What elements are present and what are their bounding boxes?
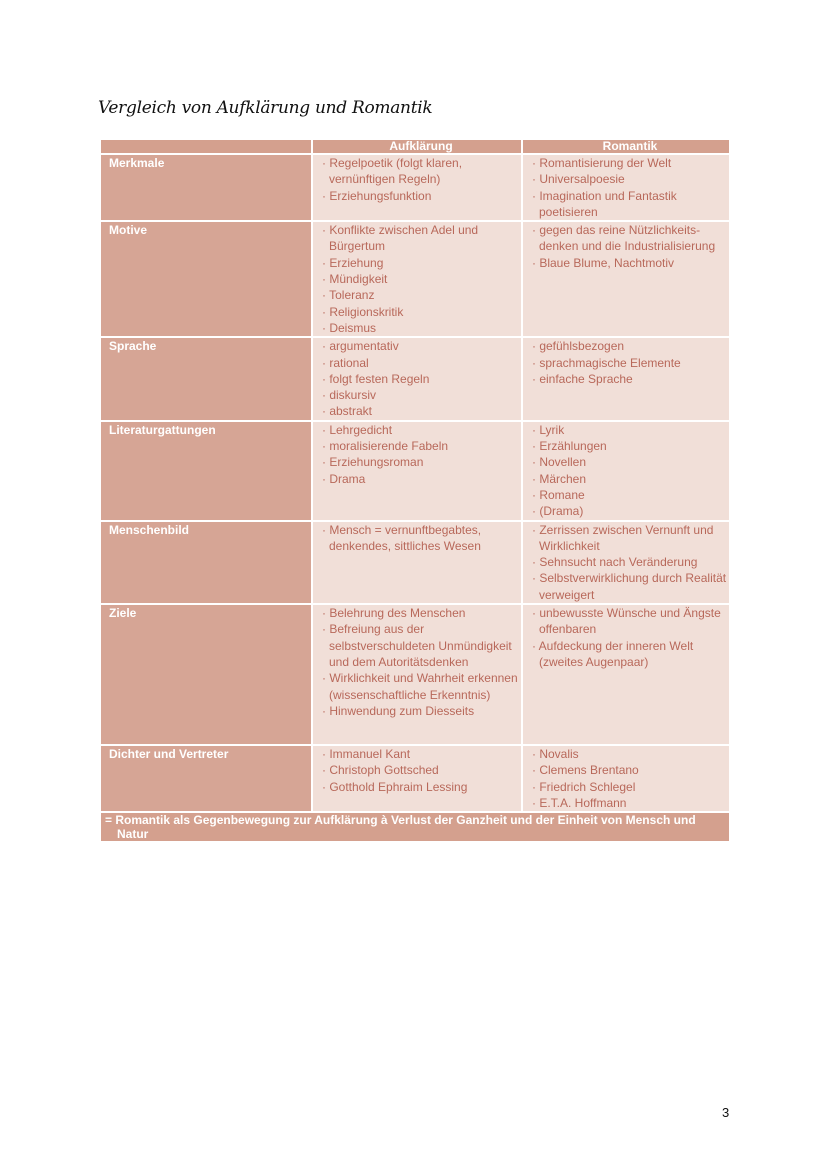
list-item: · E.T.A. Hoffmann: [532, 795, 627, 810]
table-header-row: Aufklärung Romantik: [99, 138, 731, 155]
aufklaerung-cell: · Mensch = vernunftbegabtes, denkendes, …: [311, 519, 523, 606]
list-item: · Toleranz: [322, 288, 375, 303]
list-item: · Universalpoesie: [532, 172, 625, 187]
aufklaerung-cell: · Belehrung des Menschen · Befreiung aus …: [311, 603, 523, 747]
list-item: · unbewusste Wünsche und Ängste offenbar…: [532, 606, 721, 637]
list-item: · Immanuel Kant: [322, 747, 411, 762]
list-item: · Religionskritik: [322, 304, 404, 319]
list-item: · Befreiung aus der selbstverschuldeten …: [322, 622, 512, 669]
list-item: · Romantisierung der Welt: [532, 156, 672, 170]
list-item: · Selbstverwirklichung durch Realität ve…: [532, 571, 727, 602]
list-item: · Aufdeckung der inneren Welt (zweites A…: [532, 638, 694, 669]
aufklaerung-cell: · Immanuel Kant · Christoph Gottsched · Go…: [311, 744, 523, 814]
list-item: · sprachmagische Elemente: [532, 355, 681, 370]
list-item: · Deismus: [322, 320, 377, 335]
page-number: 3: [722, 1105, 730, 1120]
row-label: Merkmale: [99, 152, 313, 223]
romantik-cell: · Novalis · Clemens Brentano · Friedrich S…: [521, 744, 731, 814]
aufklaerung-cell: · Regelpoetik (folgt klaren, vernünftige…: [311, 152, 523, 223]
row-label: Dichter und Vertreter: [99, 744, 313, 814]
list-item: · Romane: [532, 487, 585, 502]
list-item: · Christoph Gottsched: [322, 763, 439, 778]
summary-row: = Romantik als Gegenbewegung zur Aufklär…: [99, 811, 731, 844]
aufklaerung-cell: · argumentativ · rational · folgt festen R…: [311, 336, 523, 422]
romantik-cell: · gefühlsbezogen · sprachmagische Element…: [521, 336, 731, 422]
list-item: · Blaue Blume, Nachtmotiv: [532, 255, 675, 270]
list-item: · Hinwendung zum Diesseits: [322, 703, 475, 718]
aufklaerung-cell: · Konflikte zwischen Adel und Bürgertum ·…: [311, 220, 523, 339]
list-item: · argumentativ: [322, 339, 399, 354]
list-item: · abstrakt: [322, 404, 373, 419]
list-item: · rational: [322, 355, 369, 370]
summary-text: = Romantik als Gegenbewegung zur Aufklär…: [105, 813, 696, 842]
list-item: · einfache Sprache: [532, 371, 633, 386]
list-item: · Lyrik: [532, 422, 565, 437]
list-item: · Sehnsucht nach Veränderung: [532, 555, 698, 570]
table-row: Ziele · Belehrung des Menschen · Befreiung…: [99, 603, 731, 747]
list-item: · Friedrich Schlegel: [532, 779, 636, 794]
table-row: Motive · Konflikte zwischen Adel und Bürg…: [99, 220, 731, 339]
romantik-cell: · Zerrissen zwischen Vernunft und Wirkli…: [521, 519, 731, 606]
table-row: Literaturgattungen · Lehrgedicht · moralis…: [99, 419, 731, 522]
list-item: · gegen das reine Nützlichkeits-denken u…: [532, 223, 716, 254]
list-item: · Erziehungsfunktion: [322, 188, 432, 203]
row-label: Menschenbild: [99, 519, 313, 606]
table-row: Dichter und Vertreter · Immanuel Kant · Ch…: [99, 744, 731, 814]
list-item: · Drama: [322, 471, 366, 486]
list-item: · Lehrgedicht: [322, 422, 393, 437]
row-label: Sprache: [99, 336, 313, 422]
row-label: Literaturgattungen: [99, 419, 313, 522]
header-romantik: Romantik: [521, 138, 731, 155]
list-item: · Erziehung: [322, 255, 384, 270]
list-item: · Zerrissen zwischen Vernunft und Wirkli…: [532, 522, 714, 553]
table-row: Menschenbild · Mensch = vernunftbegabtes,…: [99, 519, 731, 606]
list-item: · Mensch = vernunftbegabtes, denkendes, …: [322, 522, 482, 553]
table-row: Sprache · argumentativ · rational · folgt f…: [99, 336, 731, 422]
list-item: · Novellen: [532, 455, 587, 470]
list-item: · Novalis: [532, 747, 579, 762]
list-item: · diskursiv: [322, 388, 377, 403]
romantik-cell: · gegen das reine Nützlichkeits-denken u…: [521, 220, 731, 339]
list-item: · Konflikte zwischen Adel und Bürgertum: [322, 223, 479, 254]
list-item: · Märchen: [532, 471, 587, 486]
aufklaerung-cell: · Lehrgedicht · moralisierende Fabeln · Er…: [311, 419, 523, 522]
header-aufklaerung: Aufklärung: [311, 138, 523, 155]
romantik-cell: · Lyrik · Erzählungen · Novellen · Märchen ·…: [521, 419, 731, 522]
page-title: Vergleich von Aufklärung und Romantik: [98, 98, 433, 118]
list-item: · Mündigkeit: [322, 272, 388, 287]
romantik-cell: · unbewusste Wünsche und Ängste offenbar…: [521, 603, 731, 747]
header-empty: [99, 138, 313, 155]
list-item: · Gotthold Ephraim Lessing: [322, 779, 468, 794]
list-item: · Belehrung des Menschen: [322, 606, 466, 621]
list-item: · gefühlsbezogen: [532, 339, 625, 354]
romantik-cell: · Romantisierung der Welt · Universalpoes…: [521, 152, 731, 223]
list-item: · Erziehungsroman: [322, 455, 424, 470]
list-item: · Erzählungen: [532, 439, 607, 454]
list-item: · (Drama): [532, 504, 584, 519]
row-label: Ziele: [99, 603, 313, 747]
list-item: · Regelpoetik (folgt klaren, vernünftige…: [322, 156, 463, 187]
list-item: · Wirklichkeit und Wahrheit erkennen (wi…: [322, 671, 518, 702]
comparison-table: Aufklärung Romantik Merkmale · Regelpoeti…: [99, 138, 731, 844]
list-item: · folgt festen Regeln: [322, 371, 430, 386]
list-item: · Clemens Brentano: [532, 763, 639, 778]
table-row: Merkmale · Regelpoetik (folgt klaren, ver…: [99, 152, 731, 223]
list-item: · moralisierende Fabeln: [322, 439, 449, 454]
list-item: · Imagination und Fantastik poetisieren: [532, 188, 677, 219]
row-label: Motive: [99, 220, 313, 339]
